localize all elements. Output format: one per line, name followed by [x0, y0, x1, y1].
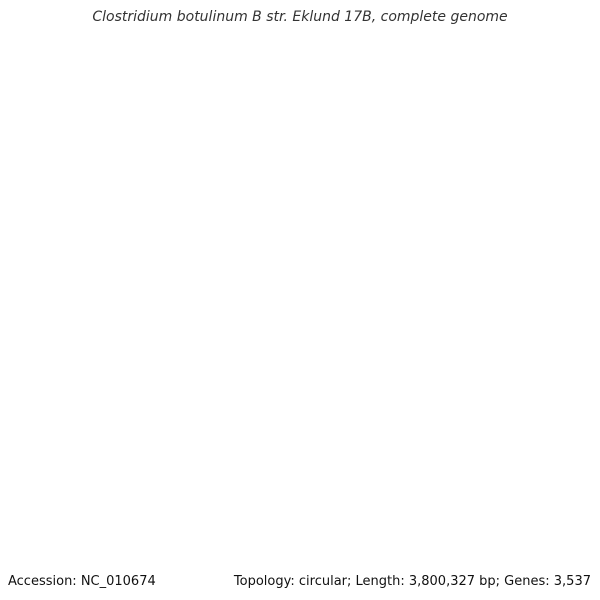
genome-summary-text: Topology: circular; Length: 3,800,327 bp… — [233, 574, 591, 589]
accession-text: Accession: NC_010674 — [8, 574, 156, 589]
footer-right-backdrop — [255, 570, 600, 594]
map-title: Clostridium botulinum B str. Eklund 17B,… — [92, 9, 508, 25]
footer-left-backdrop — [0, 570, 160, 594]
